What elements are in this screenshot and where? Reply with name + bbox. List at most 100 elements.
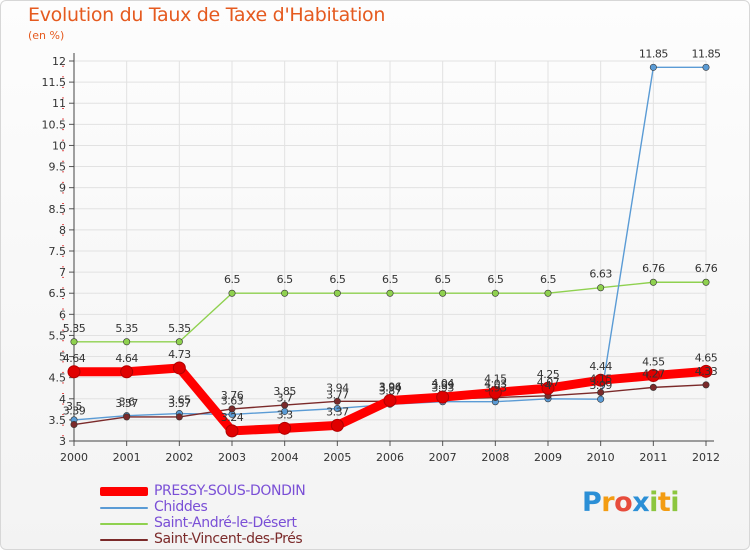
- data-label: 5.35: [63, 322, 86, 335]
- data-point: [175, 338, 183, 346]
- data-label: 3.77: [326, 388, 349, 401]
- data-label: 6.5: [277, 273, 293, 286]
- logo-letter: o: [614, 487, 633, 518]
- data-point: [491, 289, 499, 297]
- data-label: 4.33: [695, 365, 718, 378]
- data-point: [646, 369, 660, 383]
- y-tick-label: 9.5: [49, 161, 67, 174]
- data-label: 3.94: [326, 381, 349, 394]
- data-label: 4.44: [589, 360, 612, 373]
- x-tick-label: 2008: [481, 451, 509, 464]
- data-label: 4.64: [63, 352, 86, 365]
- data-label: 3.5: [66, 400, 82, 413]
- data-label: 11.85: [639, 47, 668, 60]
- y-tick-label: 5.5: [49, 329, 67, 342]
- data-label: 6.5: [435, 273, 451, 286]
- data-label: 3.63: [221, 394, 244, 407]
- proxiti-logo: Proxiti: [582, 487, 680, 518]
- data-label: 5.35: [168, 322, 191, 335]
- data-label: 3.99: [431, 379, 454, 392]
- data-label: 4.55: [642, 356, 665, 369]
- y-tick-label: 4.5: [49, 372, 67, 385]
- data-label: 3.3: [277, 408, 293, 421]
- x-tick-label: 2000: [60, 451, 88, 464]
- data-label: 3.94: [379, 381, 402, 394]
- data-label: 4.64: [115, 352, 138, 365]
- y-tick-label: 11: [52, 97, 66, 110]
- data-point: [649, 278, 657, 286]
- data-label: 5.35: [115, 322, 138, 335]
- data-label: 4.04: [431, 377, 454, 390]
- legend-label: PRESSY-SOUS-DONDIN: [154, 483, 306, 499]
- data-point: [330, 418, 344, 432]
- x-tick-label: 2011: [639, 451, 667, 464]
- data-label: 6.76: [695, 262, 718, 275]
- data-label: 4.73: [168, 348, 191, 361]
- data-point: [702, 381, 710, 389]
- data-point: [70, 338, 78, 346]
- data-point: [702, 63, 710, 71]
- x-tick-label: 2004: [271, 451, 299, 464]
- legend-label: Saint-André-le-Désert: [154, 515, 297, 531]
- legend-swatch: [100, 487, 148, 496]
- logo-letter: P: [582, 487, 602, 518]
- data-label: 3.57: [115, 397, 138, 410]
- data-point: [70, 421, 78, 429]
- data-point: [123, 413, 131, 421]
- data-label: 6.5: [487, 273, 503, 286]
- data-point: [544, 289, 552, 297]
- data-point: [228, 405, 236, 413]
- data-label: 6.5: [540, 273, 556, 286]
- data-label: 4.15: [484, 372, 507, 385]
- data-point: [383, 393, 397, 407]
- data-label: 4.07: [537, 376, 560, 389]
- y-tick-label: 12: [52, 55, 66, 68]
- data-label: 3.96: [379, 380, 402, 393]
- data-point: [436, 390, 450, 404]
- x-tick-label: 2005: [323, 451, 351, 464]
- logo-letter: i: [649, 487, 658, 518]
- data-point: [67, 365, 81, 379]
- data-point: [699, 364, 713, 378]
- y-tick-label: 5: [59, 351, 66, 364]
- data-point: [649, 63, 657, 71]
- data-label: 6.5: [329, 273, 345, 286]
- data-point: [333, 397, 341, 405]
- data-point: [597, 395, 605, 403]
- data-label: 3.85: [273, 385, 296, 398]
- chart-unit: (en %): [28, 29, 65, 42]
- y-tick-label: 7.5: [49, 245, 67, 258]
- x-tick-label: 2002: [165, 451, 193, 464]
- y-tick-label: 6: [59, 308, 66, 321]
- data-label: 4.65: [695, 351, 718, 364]
- y-tick-label: 7: [59, 266, 66, 279]
- data-label: 3.39: [63, 405, 86, 418]
- data-point: [597, 284, 605, 292]
- x-tick-label: 2001: [113, 451, 141, 464]
- data-point: [386, 289, 394, 297]
- legend-label: Saint-Vincent-des-Prés: [154, 531, 303, 547]
- y-tick-label: 11.5: [42, 76, 67, 89]
- data-label: 3.99: [589, 379, 612, 392]
- data-label: 3.93: [431, 382, 454, 395]
- x-tick-label: 2006: [376, 451, 404, 464]
- data-point: [281, 401, 289, 409]
- legend-swatch: [100, 539, 148, 541]
- data-point: [281, 289, 289, 297]
- data-label: 3.57: [168, 397, 191, 410]
- logo-letter: t: [657, 487, 671, 518]
- data-point: [597, 388, 605, 396]
- x-tick-label: 2003: [218, 451, 246, 464]
- y-tick-label: 8: [59, 224, 66, 237]
- data-point: [333, 289, 341, 297]
- data-label: 6.5: [382, 273, 398, 286]
- data-label: 3.93: [484, 382, 507, 395]
- logo-letter: x: [632, 487, 650, 518]
- data-point: [172, 361, 186, 375]
- data-label: 6.76: [642, 262, 665, 275]
- data-point: [541, 381, 555, 395]
- y-tick-label: 4: [59, 393, 66, 406]
- y-tick-label: 6.5: [49, 287, 67, 300]
- logo-letter: r: [601, 487, 615, 518]
